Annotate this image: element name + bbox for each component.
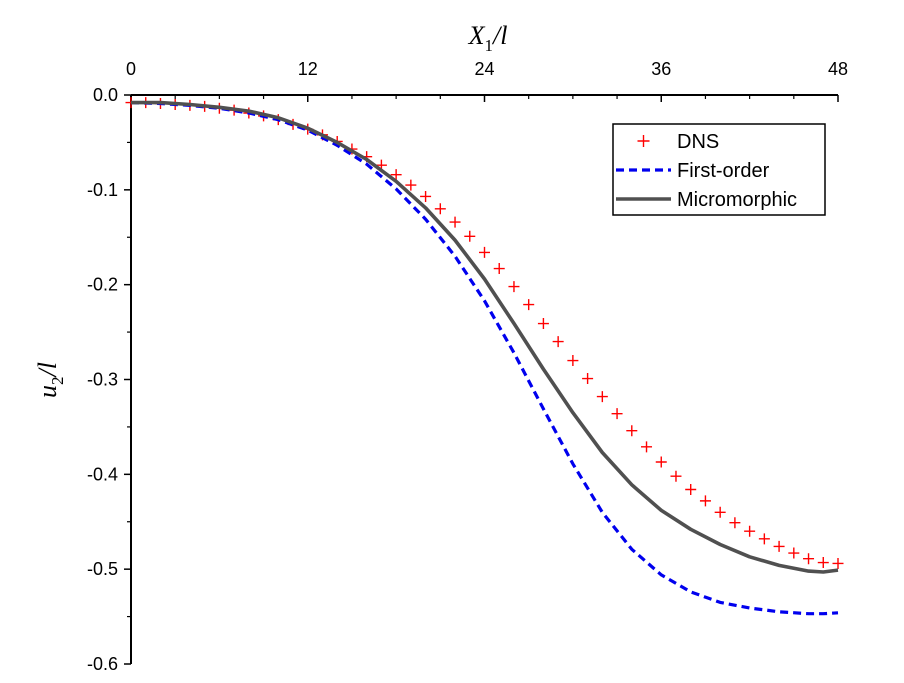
dns-marker bbox=[390, 169, 402, 181]
dns-marker bbox=[582, 373, 594, 385]
y-tick-label: -0.4 bbox=[87, 464, 118, 484]
dns-marker bbox=[670, 470, 682, 482]
dns-marker bbox=[479, 246, 490, 258]
y-tick-label: -0.6 bbox=[87, 654, 118, 674]
y-tick-label: -0.2 bbox=[87, 275, 118, 295]
dns-marker bbox=[523, 299, 535, 311]
dns-marker bbox=[729, 517, 741, 529]
legend-dns-label: DNS bbox=[677, 131, 719, 153]
dns-marker bbox=[537, 318, 549, 330]
legend-dns-symbol bbox=[637, 135, 650, 147]
dns-markers bbox=[125, 97, 844, 569]
plot-axes: 0 12 24 36 48 0.0 -0.1 -0.2 -0.3 -0.4 -0.5 -0.6 bbox=[87, 59, 848, 674]
x-tick-label: 0 bbox=[126, 59, 136, 79]
y-tick-label: -0.1 bbox=[87, 180, 118, 200]
dns-marker bbox=[567, 355, 579, 367]
x-tick-label: 24 bbox=[474, 59, 494, 79]
legend-micromorphic-label: Micromorphic bbox=[677, 189, 797, 211]
dns-marker bbox=[758, 533, 770, 545]
dns-marker bbox=[699, 495, 711, 507]
dns-marker bbox=[744, 525, 756, 537]
dns-marker bbox=[449, 216, 461, 228]
dns-marker bbox=[493, 263, 505, 275]
dns-marker bbox=[788, 547, 800, 559]
dns-marker bbox=[405, 179, 417, 191]
chart-legend: DNS First-order Micromorphic bbox=[612, 123, 826, 216]
series-layer bbox=[125, 97, 844, 616]
dns-marker bbox=[655, 456, 667, 468]
dns-marker bbox=[434, 203, 446, 215]
dns-marker bbox=[773, 540, 785, 552]
x-tick-label: 36 bbox=[651, 59, 671, 79]
x-tick-label: 48 bbox=[828, 59, 848, 79]
y-axis-title: u2/l bbox=[33, 362, 67, 398]
dns-marker bbox=[596, 391, 608, 403]
legend-first-order-label: First-order bbox=[677, 160, 770, 182]
dns-marker bbox=[508, 281, 520, 293]
first-order-line bbox=[130, 101, 839, 616]
dns-marker bbox=[803, 553, 815, 565]
dns-marker bbox=[464, 230, 476, 242]
y-tick-label: -0.5 bbox=[87, 559, 118, 579]
x-tick-label: 12 bbox=[298, 59, 318, 79]
dns-marker bbox=[626, 425, 638, 437]
dns-marker bbox=[420, 190, 432, 202]
dns-marker bbox=[685, 484, 697, 496]
y-tick-label: 0.0 bbox=[93, 85, 118, 105]
dns-marker bbox=[832, 557, 844, 569]
dns-marker bbox=[714, 506, 726, 518]
y-tick-label: -0.3 bbox=[87, 370, 118, 390]
dns-marker bbox=[611, 408, 623, 420]
x-axis-title: X1/l bbox=[468, 21, 508, 55]
dns-marker bbox=[552, 336, 564, 348]
micromorphic-line bbox=[131, 100, 839, 574]
dns-marker bbox=[641, 441, 653, 453]
dns-marker bbox=[817, 557, 829, 569]
